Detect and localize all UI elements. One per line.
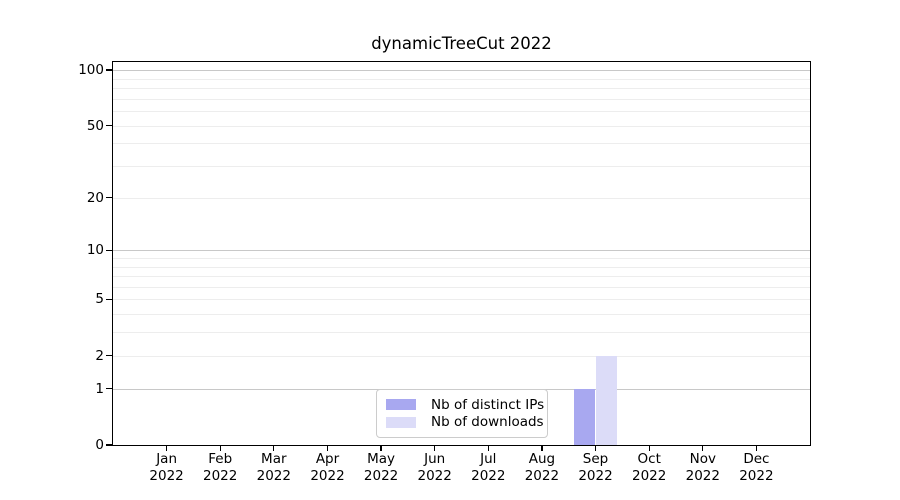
x-tick-year: 2022: [417, 468, 452, 484]
x-tick-mark: [434, 446, 436, 452]
x-tick-label: Nov 2022: [671, 451, 735, 485]
bar-distinct-ips: [574, 388, 596, 445]
x-tick-mark: [326, 446, 329, 452]
legend-swatch-distinct-ips: [386, 399, 416, 411]
x-tick-month: Feb: [208, 451, 233, 467]
plot-area: Nb of distinct IPs Nb of downloads: [113, 62, 810, 445]
minor-gridline: [113, 78, 810, 80]
axis-spine-top: [111, 60, 812, 63]
y-tick-mark: [106, 124, 112, 127]
y-tick-mark: [106, 298, 112, 301]
y-tick-label: 0: [95, 437, 104, 453]
x-tick-year: 2022: [739, 468, 774, 484]
x-tick-year: 2022: [578, 468, 613, 484]
y-tick-mark: [106, 196, 112, 199]
y-tick-label: 10: [86, 242, 104, 259]
minor-gridline: [113, 87, 810, 89]
legend: Nb of distinct IPs Nb of downloads: [376, 389, 548, 438]
y-tick-mark: [106, 444, 112, 446]
y-tick-mark: [106, 69, 112, 71]
x-tick-label: Mar 2022: [242, 451, 306, 485]
minor-gridline: [113, 332, 810, 334]
major-gridline: [113, 70, 810, 71]
y-tick-label: 5: [95, 291, 104, 308]
bar-downloads: [595, 355, 617, 445]
x-tick-year: 2022: [203, 468, 238, 484]
x-tick-mark: [219, 446, 221, 452]
x-tick-mark: [273, 446, 275, 452]
x-tick-label: Jan 2022: [135, 451, 199, 485]
minor-gridline: [113, 266, 810, 268]
x-tick-label: Dec 2022: [724, 451, 788, 485]
minor-gridline: [113, 286, 810, 288]
x-tick-label: Feb 2022: [188, 451, 252, 485]
minor-gridline: [113, 276, 810, 277]
x-tick-month: May: [367, 451, 396, 467]
x-tick-month: Aug: [528, 451, 556, 467]
minor-gridline: [113, 197, 810, 199]
legend-item-downloads: Nb of downloads: [386, 414, 544, 432]
axis-spine-right: [810, 60, 812, 447]
x-tick-label: May 2022: [349, 451, 413, 485]
minor-gridline: [113, 299, 810, 301]
x-tick-year: 2022: [524, 468, 560, 484]
x-tick-month: Nov: [689, 451, 716, 467]
x-tick-label: Jun 2022: [403, 451, 467, 485]
x-tick-label: Aug 2022: [510, 451, 574, 485]
legend-item-distinct-ips: Nb of distinct IPs: [386, 396, 544, 414]
x-tick-label: Oct 2022: [617, 451, 681, 485]
x-tick-label: Jul 2022: [456, 451, 520, 485]
legend-label-downloads: Nb of downloads: [431, 414, 544, 431]
y-tick-mark: [106, 355, 112, 357]
x-tick-mark: [648, 446, 650, 452]
minor-gridline: [113, 98, 810, 100]
y-tick-label: 2: [95, 347, 104, 364]
legend-swatch-downloads: [386, 416, 416, 428]
x-tick-month: Jan: [156, 451, 177, 467]
x-tick-mark: [487, 446, 489, 452]
minor-gridline: [113, 166, 810, 167]
legend-label-distinct-ips: Nb of distinct IPs: [431, 396, 545, 413]
x-tick-year: 2022: [310, 468, 345, 484]
minor-gridline: [113, 143, 810, 145]
x-tick-month: Jun: [424, 451, 446, 467]
y-tick-label: 50: [86, 117, 104, 134]
y-tick-label: 100: [78, 62, 104, 78]
chart-title: dynamicTreeCut 2022: [371, 34, 552, 53]
x-tick-month: Oct: [637, 451, 661, 467]
minor-gridline: [113, 257, 810, 259]
x-tick-year: 2022: [256, 468, 291, 484]
x-tick-year: 2022: [632, 468, 667, 484]
minor-gridline: [113, 111, 810, 112]
x-tick-label: Apr 2022: [296, 451, 360, 485]
x-tick-mark: [755, 446, 758, 452]
x-tick-year: 2022: [471, 468, 506, 484]
y-tick-label: 20: [86, 189, 104, 206]
axis-spine-bottom: [111, 445, 812, 447]
y-tick-label: 1: [95, 380, 104, 397]
minor-gridline: [113, 314, 810, 316]
y-tick-mark: [106, 388, 112, 390]
x-tick-month: Dec: [743, 451, 770, 467]
axis-spine-left: [111, 60, 114, 447]
x-tick-year: 2022: [363, 468, 399, 484]
x-tick-mark: [165, 446, 168, 452]
y-tick-mark: [106, 249, 112, 251]
x-tick-mark: [594, 446, 597, 452]
x-tick-year: 2022: [685, 468, 720, 484]
x-tick-year: 2022: [149, 468, 184, 484]
x-tick-month: Mar: [261, 451, 287, 467]
minor-gridline: [113, 355, 810, 357]
x-tick-month: Sep: [582, 451, 609, 467]
x-tick-mark: [380, 446, 382, 452]
x-tick-mark: [541, 446, 543, 452]
x-tick-mark: [702, 446, 704, 452]
x-tick-label: Sep 2022: [564, 451, 628, 485]
minor-gridline: [113, 125, 810, 127]
x-tick-month: Apr: [315, 451, 340, 467]
major-gridline: [113, 250, 810, 252]
x-tick-month: Jul: [480, 451, 497, 467]
